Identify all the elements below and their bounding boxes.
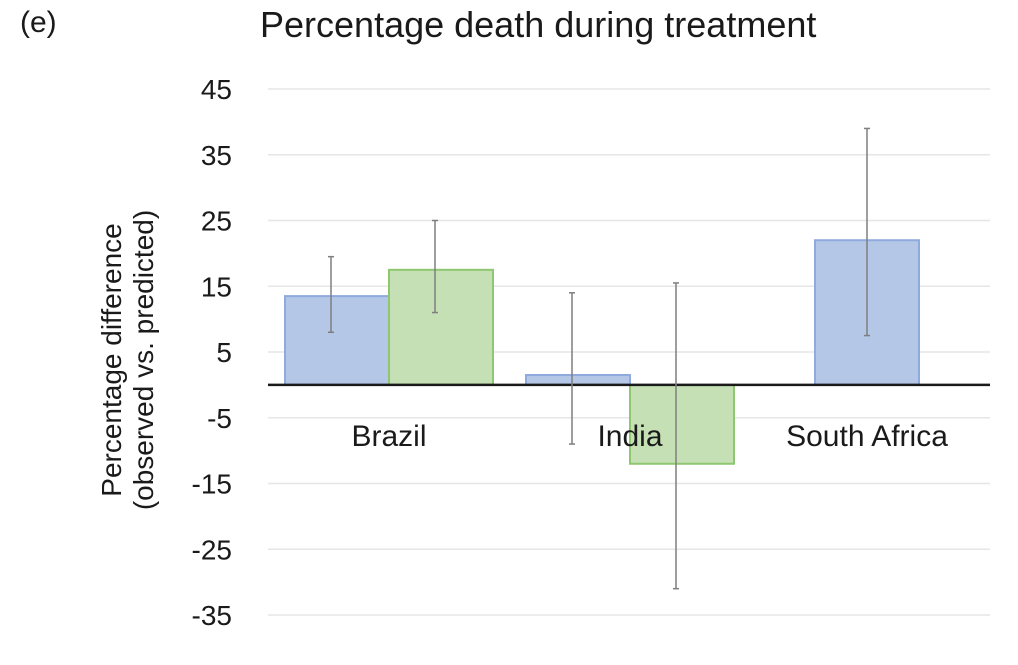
panel-label: (e) [20, 6, 57, 39]
y-tick-label: 45 [201, 74, 232, 105]
y-tick-label: -35 [192, 600, 232, 631]
category-label: South Africa [786, 420, 948, 453]
category-label: India [597, 420, 662, 453]
bar [388, 268, 494, 386]
bar [629, 383, 735, 465]
chart-title: Percentage death during treatment [260, 4, 817, 45]
y-tick-label: -15 [192, 469, 232, 500]
category-label: Brazil [351, 420, 426, 453]
y-tick-label: -25 [192, 534, 232, 565]
y-tick-label: 25 [201, 206, 232, 237]
bar [284, 295, 390, 386]
y-tick-label: 15 [201, 271, 232, 302]
y-tick-label: 35 [201, 140, 232, 171]
y-tick-label: 5 [216, 337, 232, 368]
y-tick-label: -5 [207, 403, 232, 434]
bar [525, 374, 631, 386]
